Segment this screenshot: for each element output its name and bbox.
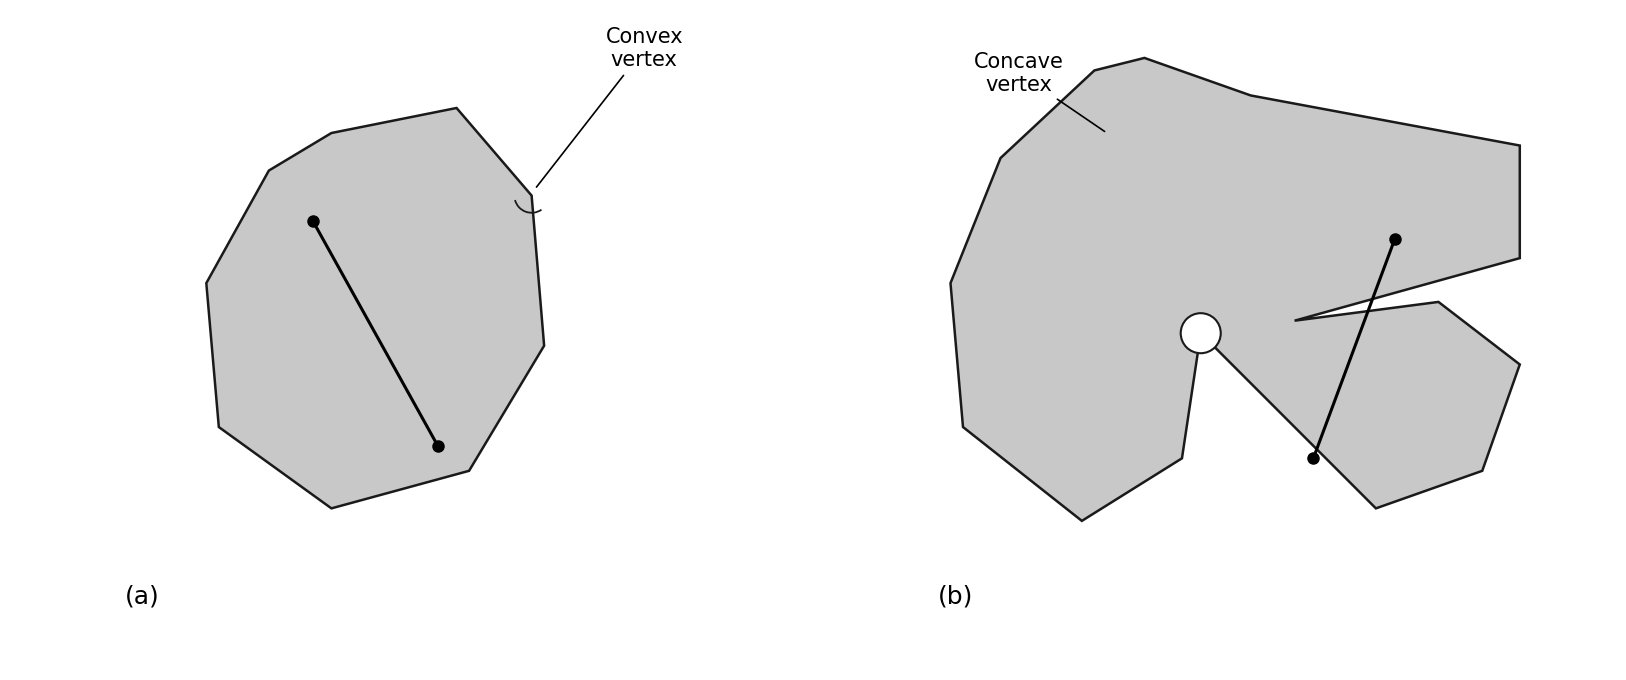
- Polygon shape: [207, 108, 545, 509]
- Text: (a): (a): [125, 585, 159, 609]
- Text: (b): (b): [938, 585, 974, 609]
- Text: Concave
vertex: Concave vertex: [974, 52, 1104, 131]
- Text: Convex
vertex: Convex vertex: [537, 27, 683, 187]
- Circle shape: [1180, 313, 1221, 353]
- Polygon shape: [951, 58, 1520, 521]
